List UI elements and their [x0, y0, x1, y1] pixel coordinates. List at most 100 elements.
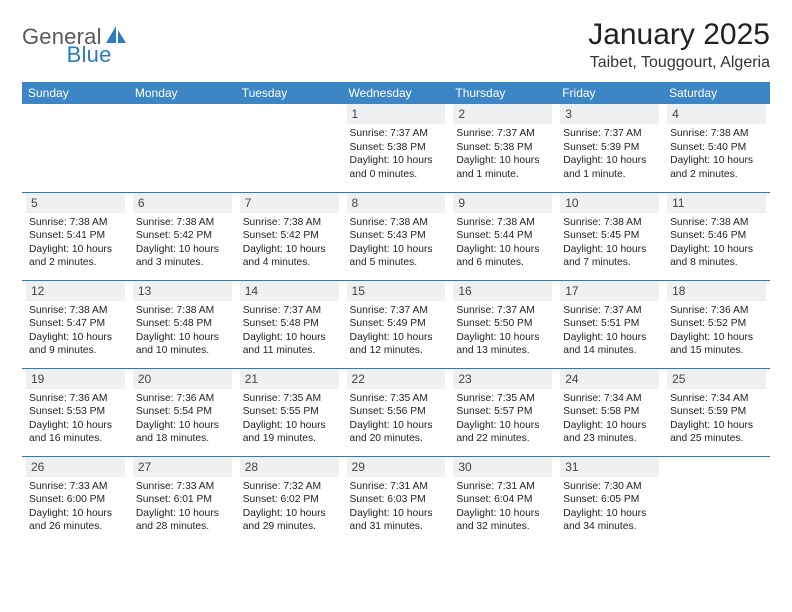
- calendar-week-row: 1Sunrise: 7:37 AMSunset: 5:38 PMDaylight…: [22, 104, 770, 192]
- sunset-text: Sunset: 5:39 PM: [563, 141, 656, 155]
- daylight-text: Daylight: 10 hours and 2 minutes.: [670, 154, 763, 181]
- calendar-day-cell: [236, 104, 343, 192]
- sunrise-text: Sunrise: 7:35 AM: [243, 392, 336, 406]
- calendar-day-cell: 16Sunrise: 7:37 AMSunset: 5:50 PMDayligh…: [449, 280, 556, 368]
- calendar-day-cell: 31Sunrise: 7:30 AMSunset: 6:05 PMDayligh…: [556, 456, 663, 544]
- day-number: 19: [26, 369, 125, 389]
- sunset-text: Sunset: 5:44 PM: [456, 229, 549, 243]
- daylight-text: Daylight: 10 hours and 10 minutes.: [136, 331, 229, 358]
- sunset-text: Sunset: 6:04 PM: [456, 493, 549, 507]
- sunset-text: Sunset: 5:48 PM: [136, 317, 229, 331]
- sunrise-text: Sunrise: 7:37 AM: [243, 304, 336, 318]
- day-number: 9: [453, 193, 552, 213]
- calendar-body: 1Sunrise: 7:37 AMSunset: 5:38 PMDaylight…: [22, 104, 770, 544]
- sunrise-text: Sunrise: 7:36 AM: [670, 304, 763, 318]
- sunset-text: Sunset: 5:38 PM: [456, 141, 549, 155]
- calendar-day-cell: 21Sunrise: 7:35 AMSunset: 5:55 PMDayligh…: [236, 368, 343, 456]
- sunrise-text: Sunrise: 7:38 AM: [456, 216, 549, 230]
- sunset-text: Sunset: 6:03 PM: [350, 493, 443, 507]
- calendar-day-cell: 23Sunrise: 7:35 AMSunset: 5:57 PMDayligh…: [449, 368, 556, 456]
- day-number: 4: [667, 104, 766, 124]
- sunset-text: Sunset: 6:02 PM: [243, 493, 336, 507]
- sunrise-text: Sunrise: 7:37 AM: [456, 304, 549, 318]
- calendar-day-cell: 6Sunrise: 7:38 AMSunset: 5:42 PMDaylight…: [129, 192, 236, 280]
- sunrise-text: Sunrise: 7:30 AM: [563, 480, 656, 494]
- daylight-text: Daylight: 10 hours and 32 minutes.: [456, 507, 549, 534]
- sunset-text: Sunset: 5:45 PM: [563, 229, 656, 243]
- calendar-day-cell: 12Sunrise: 7:38 AMSunset: 5:47 PMDayligh…: [22, 280, 129, 368]
- day-number: 13: [133, 281, 232, 301]
- calendar-day-cell: 26 Sunrise: 7:33 AMSunset: 6:00 PMDayligh…: [22, 456, 129, 544]
- sunrise-text: Sunrise: 7:33 AM: [136, 480, 229, 494]
- day-info: Sunrise: 7:38 AMSunset: 5:45 PMDaylight:…: [560, 216, 659, 270]
- daylight-text: Daylight: 10 hours and 1 minute.: [456, 154, 549, 181]
- day-info: Sunrise: 7:36 AMSunset: 5:54 PMDaylight:…: [133, 392, 232, 446]
- sunrise-text: Sunrise: 7:36 AM: [29, 392, 122, 406]
- day-number: 2: [453, 104, 552, 124]
- sunrise-text: Sunrise: 7:38 AM: [670, 216, 763, 230]
- sunset-text: Sunset: 5:55 PM: [243, 405, 336, 419]
- day-number: 21: [240, 369, 339, 389]
- calendar-day-cell: 28Sunrise: 7:32 AMSunset: 6:02 PMDayligh…: [236, 456, 343, 544]
- calendar-day-cell: 19 Sunrise: 7:36 AMSunset: 5:53 PMDayligh…: [22, 368, 129, 456]
- calendar-day-cell: 9 Sunrise: 7:38 AMSunset: 5:44 PMDaylight…: [449, 192, 556, 280]
- day-header: Tuesday: [236, 82, 343, 104]
- logo: General Blue: [22, 18, 176, 50]
- calendar-week-row: 19 Sunrise: 7:36 AMSunset: 5:53 PMDayligh…: [22, 368, 770, 456]
- calendar-day-cell: 27Sunrise: 7:33 AMSunset: 6:01 PMDayligh…: [129, 456, 236, 544]
- day-number: 22: [347, 369, 446, 389]
- day-number: 3: [560, 104, 659, 124]
- day-number: 1: [347, 104, 446, 124]
- daylight-text: Daylight: 10 hours and 8 minutes.: [670, 243, 763, 270]
- sunset-text: Sunset: 5:41 PM: [29, 229, 122, 243]
- daylight-text: Daylight: 10 hours and 13 minutes.: [456, 331, 549, 358]
- sunset-text: Sunset: 5:58 PM: [563, 405, 656, 419]
- day-number: 11: [667, 193, 766, 213]
- day-info: Sunrise: 7:36 AMSunset: 5:53 PMDaylight:…: [26, 392, 125, 446]
- sunrise-text: Sunrise: 7:35 AM: [350, 392, 443, 406]
- day-info: Sunrise: 7:37 AMSunset: 5:39 PMDaylight:…: [560, 127, 659, 181]
- sunrise-text: Sunrise: 7:38 AM: [136, 304, 229, 318]
- day-info: Sunrise: 7:36 AMSunset: 5:52 PMDaylight:…: [667, 304, 766, 358]
- calendar-day-cell: 25Sunrise: 7:34 AMSunset: 5:59 PMDayligh…: [663, 368, 770, 456]
- sunrise-text: Sunrise: 7:32 AM: [243, 480, 336, 494]
- day-info: Sunrise: 7:38 AMSunset: 5:42 PMDaylight:…: [240, 216, 339, 270]
- day-info: Sunrise: 7:33 AMSunset: 6:00 PMDaylight:…: [26, 480, 125, 534]
- sunset-text: Sunset: 5:42 PM: [136, 229, 229, 243]
- daylight-text: Daylight: 10 hours and 7 minutes.: [563, 243, 656, 270]
- logo-text-blue: Blue: [67, 42, 112, 68]
- sunset-text: Sunset: 5:42 PM: [243, 229, 336, 243]
- calendar-day-cell: 3 Sunrise: 7:37 AMSunset: 5:39 PMDaylight…: [556, 104, 663, 192]
- calendar-day-cell: 14Sunrise: 7:37 AMSunset: 5:48 PMDayligh…: [236, 280, 343, 368]
- day-info: Sunrise: 7:38 AMSunset: 5:41 PMDaylight:…: [26, 216, 125, 270]
- daylight-text: Daylight: 10 hours and 4 minutes.: [243, 243, 336, 270]
- daylight-text: Daylight: 10 hours and 31 minutes.: [350, 507, 443, 534]
- calendar-day-cell: 15Sunrise: 7:37 AMSunset: 5:49 PMDayligh…: [343, 280, 450, 368]
- calendar-day-cell: 11Sunrise: 7:38 AMSunset: 5:46 PMDayligh…: [663, 192, 770, 280]
- sunrise-text: Sunrise: 7:37 AM: [563, 127, 656, 141]
- calendar-day-cell: 24 Sunrise: 7:34 AMSunset: 5:58 PMDayligh…: [556, 368, 663, 456]
- sunset-text: Sunset: 5:56 PM: [350, 405, 443, 419]
- sunrise-text: Sunrise: 7:38 AM: [29, 304, 122, 318]
- calendar-day-cell: 4Sunrise: 7:38 AMSunset: 5:40 PMDaylight…: [663, 104, 770, 192]
- day-info: Sunrise: 7:38 AMSunset: 5:48 PMDaylight:…: [133, 304, 232, 358]
- calendar-day-cell: 13 Sunrise: 7:38 AMSunset: 5:48 PMDayligh…: [129, 280, 236, 368]
- day-number: 26: [26, 457, 125, 477]
- sunrise-text: Sunrise: 7:33 AM: [29, 480, 122, 494]
- day-info: Sunrise: 7:38 AMSunset: 5:44 PMDaylight:…: [453, 216, 552, 270]
- sunset-text: Sunset: 5:49 PM: [350, 317, 443, 331]
- sunrise-text: Sunrise: 7:38 AM: [243, 216, 336, 230]
- day-info: Sunrise: 7:34 AMSunset: 5:58 PMDaylight:…: [560, 392, 659, 446]
- calendar-week-row: 12Sunrise: 7:38 AMSunset: 5:47 PMDayligh…: [22, 280, 770, 368]
- calendar-day-cell: 1Sunrise: 7:37 AMSunset: 5:38 PMDaylight…: [343, 104, 450, 192]
- day-info: Sunrise: 7:31 AMSunset: 6:04 PMDaylight:…: [453, 480, 552, 534]
- day-number: 24: [560, 369, 659, 389]
- header-row: General Blue January 2025 Taibet, Touggo…: [22, 18, 770, 72]
- day-number: 18: [667, 281, 766, 301]
- sunrise-text: Sunrise: 7:31 AM: [350, 480, 443, 494]
- sunrise-text: Sunrise: 7:38 AM: [563, 216, 656, 230]
- day-info: Sunrise: 7:35 AMSunset: 5:56 PMDaylight:…: [347, 392, 446, 446]
- daylight-text: Daylight: 10 hours and 34 minutes.: [563, 507, 656, 534]
- calendar-day-cell: 17Sunrise: 7:37 AMSunset: 5:51 PMDayligh…: [556, 280, 663, 368]
- sunrise-text: Sunrise: 7:31 AM: [456, 480, 549, 494]
